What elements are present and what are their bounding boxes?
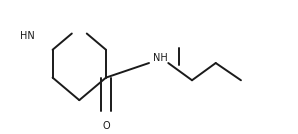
Text: HN: HN <box>20 31 35 42</box>
Text: O: O <box>102 121 110 131</box>
Text: NH: NH <box>153 53 168 63</box>
